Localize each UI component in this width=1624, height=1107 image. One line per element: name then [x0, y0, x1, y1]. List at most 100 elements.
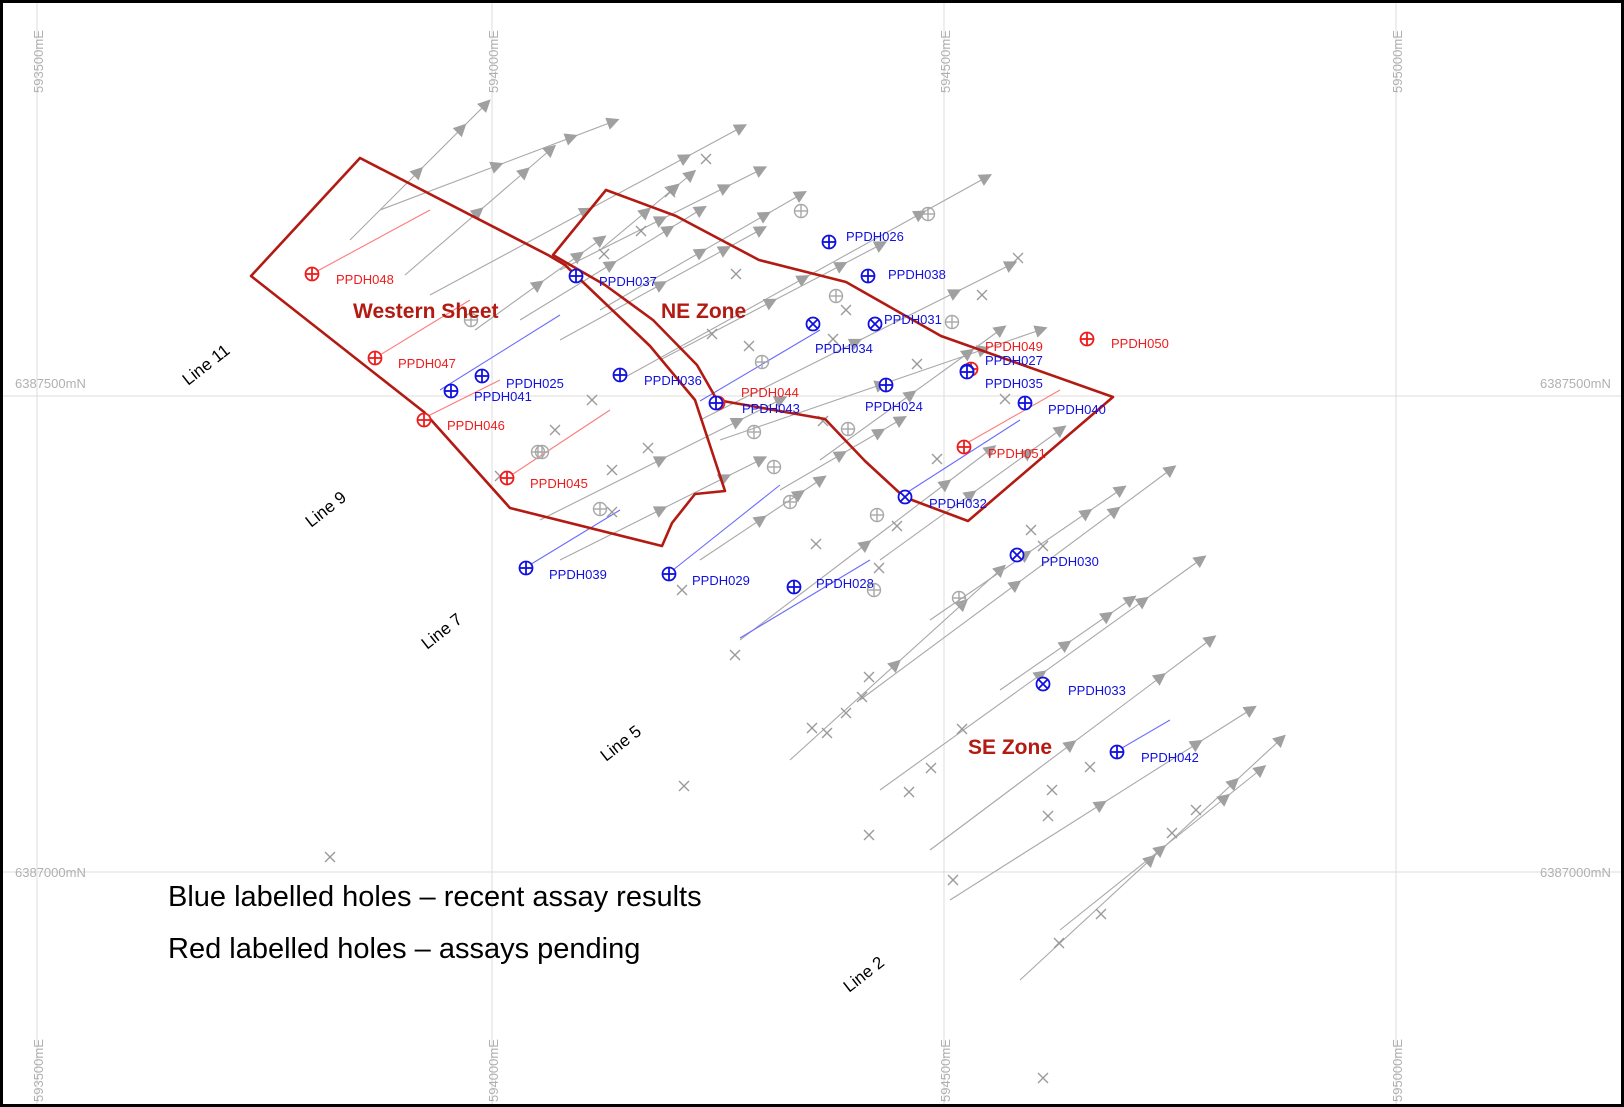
historic-hole-x	[806, 722, 818, 734]
northing-label-right: 6387500mN	[1540, 376, 1611, 391]
drillhole-ppdh029[interactable]: PPDH029	[661, 566, 750, 589]
historic-hole-x	[931, 453, 943, 465]
trace-arrowhead	[729, 418, 744, 430]
drillhole-ppdh028[interactable]: PPDH028	[786, 576, 874, 595]
historic-hole-x	[549, 424, 561, 436]
historic-hole-x	[642, 442, 654, 454]
trace-arrowhead	[756, 211, 771, 224]
drillhole-label: PPDH043	[742, 401, 800, 416]
drillhole-ppdh035[interactable]: PPDH035	[959, 364, 1043, 392]
legend-assays-pending: Red labelled holes – assays pending	[168, 933, 640, 965]
trace-arrowhead	[795, 275, 810, 287]
historic-hole-x	[821, 727, 833, 739]
trace-arrowhead	[872, 241, 888, 253]
drill-trace	[959, 389, 1061, 448]
drillhole-ppdh051[interactable]: PPDH051	[956, 439, 1046, 462]
trace-arrowhead	[1112, 485, 1127, 498]
trace-arrowhead	[692, 205, 707, 218]
drillhole-label: PPDH036	[644, 373, 702, 388]
drillhole-ppdh050[interactable]: PPDH050	[1079, 331, 1169, 352]
drillhole-ppdh045[interactable]: PPDH045	[499, 470, 588, 492]
drillhole-ppdh026[interactable]: PPDH026	[821, 229, 904, 250]
historic-hole-x	[956, 723, 968, 735]
trace-arrowhead	[452, 123, 467, 138]
trace-arrowhead	[652, 281, 668, 293]
zone-outline-western-sheet[interactable]	[249, 156, 727, 548]
trace-arrowhead	[1062, 740, 1077, 753]
trace-arrowhead	[752, 226, 768, 238]
drillhole-ppdh037[interactable]: PPDH037	[568, 268, 657, 290]
drillhole-label: PPDH049	[985, 339, 1043, 354]
drillhole-ppdh047[interactable]: PPDH047	[367, 350, 456, 372]
easting-label-bottom: 595000mE	[1390, 1039, 1405, 1102]
drillhole-label: PPDH047	[398, 356, 456, 371]
northing-label-left: 6387500mN	[15, 376, 86, 391]
trace-arrowhead	[887, 659, 901, 673]
trace-arrowhead	[962, 490, 977, 503]
trace-arrowhead	[1151, 673, 1166, 686]
historic-hole-x	[729, 649, 741, 661]
drillhole-ppdh025[interactable]: PPDH025	[474, 368, 564, 392]
drillhole-ppdh036[interactable]: PPDH036	[612, 367, 702, 389]
trace-arrowhead	[847, 338, 863, 351]
historic-hole-x	[664, 186, 676, 198]
trace-arrowhead	[652, 216, 668, 228]
trace-arrowhead	[469, 207, 484, 221]
drillhole-ppdh031[interactable]: PPDH031	[867, 312, 942, 332]
trace-arrowhead	[652, 456, 668, 468]
historic-hole-x	[730, 268, 742, 280]
easting-label-bottom: 593500mE	[31, 1039, 46, 1102]
drillhole-ppdh041[interactable]: PPDH041	[443, 383, 532, 405]
historic-hole-x	[700, 153, 712, 165]
trace-arrowhead	[752, 456, 768, 468]
drill-trace	[506, 409, 611, 479]
historic-hole-x	[743, 340, 755, 352]
drillhole-label: PPDH025	[506, 376, 564, 391]
zone-outline-ne-zone[interactable]	[551, 188, 1115, 523]
historic-hole-x	[606, 464, 618, 476]
drillhole-ppdh034[interactable]: PPDH034	[805, 316, 873, 357]
drillhole-ppdh024[interactable]: PPDH024	[865, 377, 923, 415]
trace-arrowhead	[682, 169, 697, 183]
drillhole-label: PPDH037	[599, 274, 657, 289]
drillhole-ppdh042[interactable]: PPDH042	[1109, 744, 1199, 766]
historic-hole-x	[903, 786, 915, 798]
historic-hole-x	[586, 394, 598, 406]
historic-hole-x	[863, 671, 875, 683]
drillhole-label: PPDH041	[474, 389, 532, 404]
drillhole-label: PPDH039	[549, 567, 607, 582]
drillhole-ppdh040[interactable]: PPDH040	[1017, 395, 1106, 418]
historic-hole-x	[810, 538, 822, 550]
drillhole-ppdh030[interactable]: PPDH030	[1009, 547, 1099, 570]
drill-trace	[667, 484, 781, 575]
trace-arrowhead	[1092, 800, 1107, 813]
drillhole-ppdh033[interactable]: PPDH033	[1035, 676, 1126, 699]
drillhole-ppdh048[interactable]: PPDH048	[304, 266, 394, 288]
historic-hole-x	[606, 506, 618, 518]
historic-hole-x	[1012, 252, 1024, 264]
coordinate-grid	[3, 3, 1621, 1104]
zone-label-se-zone: SE Zone	[968, 736, 1052, 759]
drillhole-ppdh032[interactable]: PPDH032	[897, 489, 987, 512]
trace-arrowhead	[992, 325, 1007, 338]
drill-trace	[527, 509, 621, 567]
historic-hole-x	[706, 328, 718, 340]
historic-hole-x	[324, 851, 336, 863]
drillhole-symbol-icon	[1011, 549, 1023, 561]
trace-arrowhead	[982, 445, 997, 458]
trace-arrowhead	[752, 515, 767, 528]
trace-arrowhead	[1033, 325, 1048, 338]
historic-hole-x	[1042, 810, 1054, 822]
trace-arrowhead	[752, 166, 768, 178]
survey-line-label: Line 11	[179, 341, 234, 390]
historic-hole-markers	[324, 153, 1202, 1084]
historic-hole-x	[635, 225, 647, 237]
drillhole-ppdh039[interactable]: PPDH039	[518, 560, 607, 583]
drillhole-ppdh043[interactable]: PPDH043	[708, 395, 800, 417]
survey-line-label: Line 7	[418, 610, 466, 653]
drillhole-ppdh046[interactable]: PPDH046	[416, 412, 505, 434]
drillhole-ppdh038[interactable]: PPDH038	[860, 267, 946, 284]
drillhole-label: PPDH048	[336, 272, 394, 287]
trace-arrowhead	[716, 245, 732, 258]
trace-arrowhead	[676, 154, 692, 166]
